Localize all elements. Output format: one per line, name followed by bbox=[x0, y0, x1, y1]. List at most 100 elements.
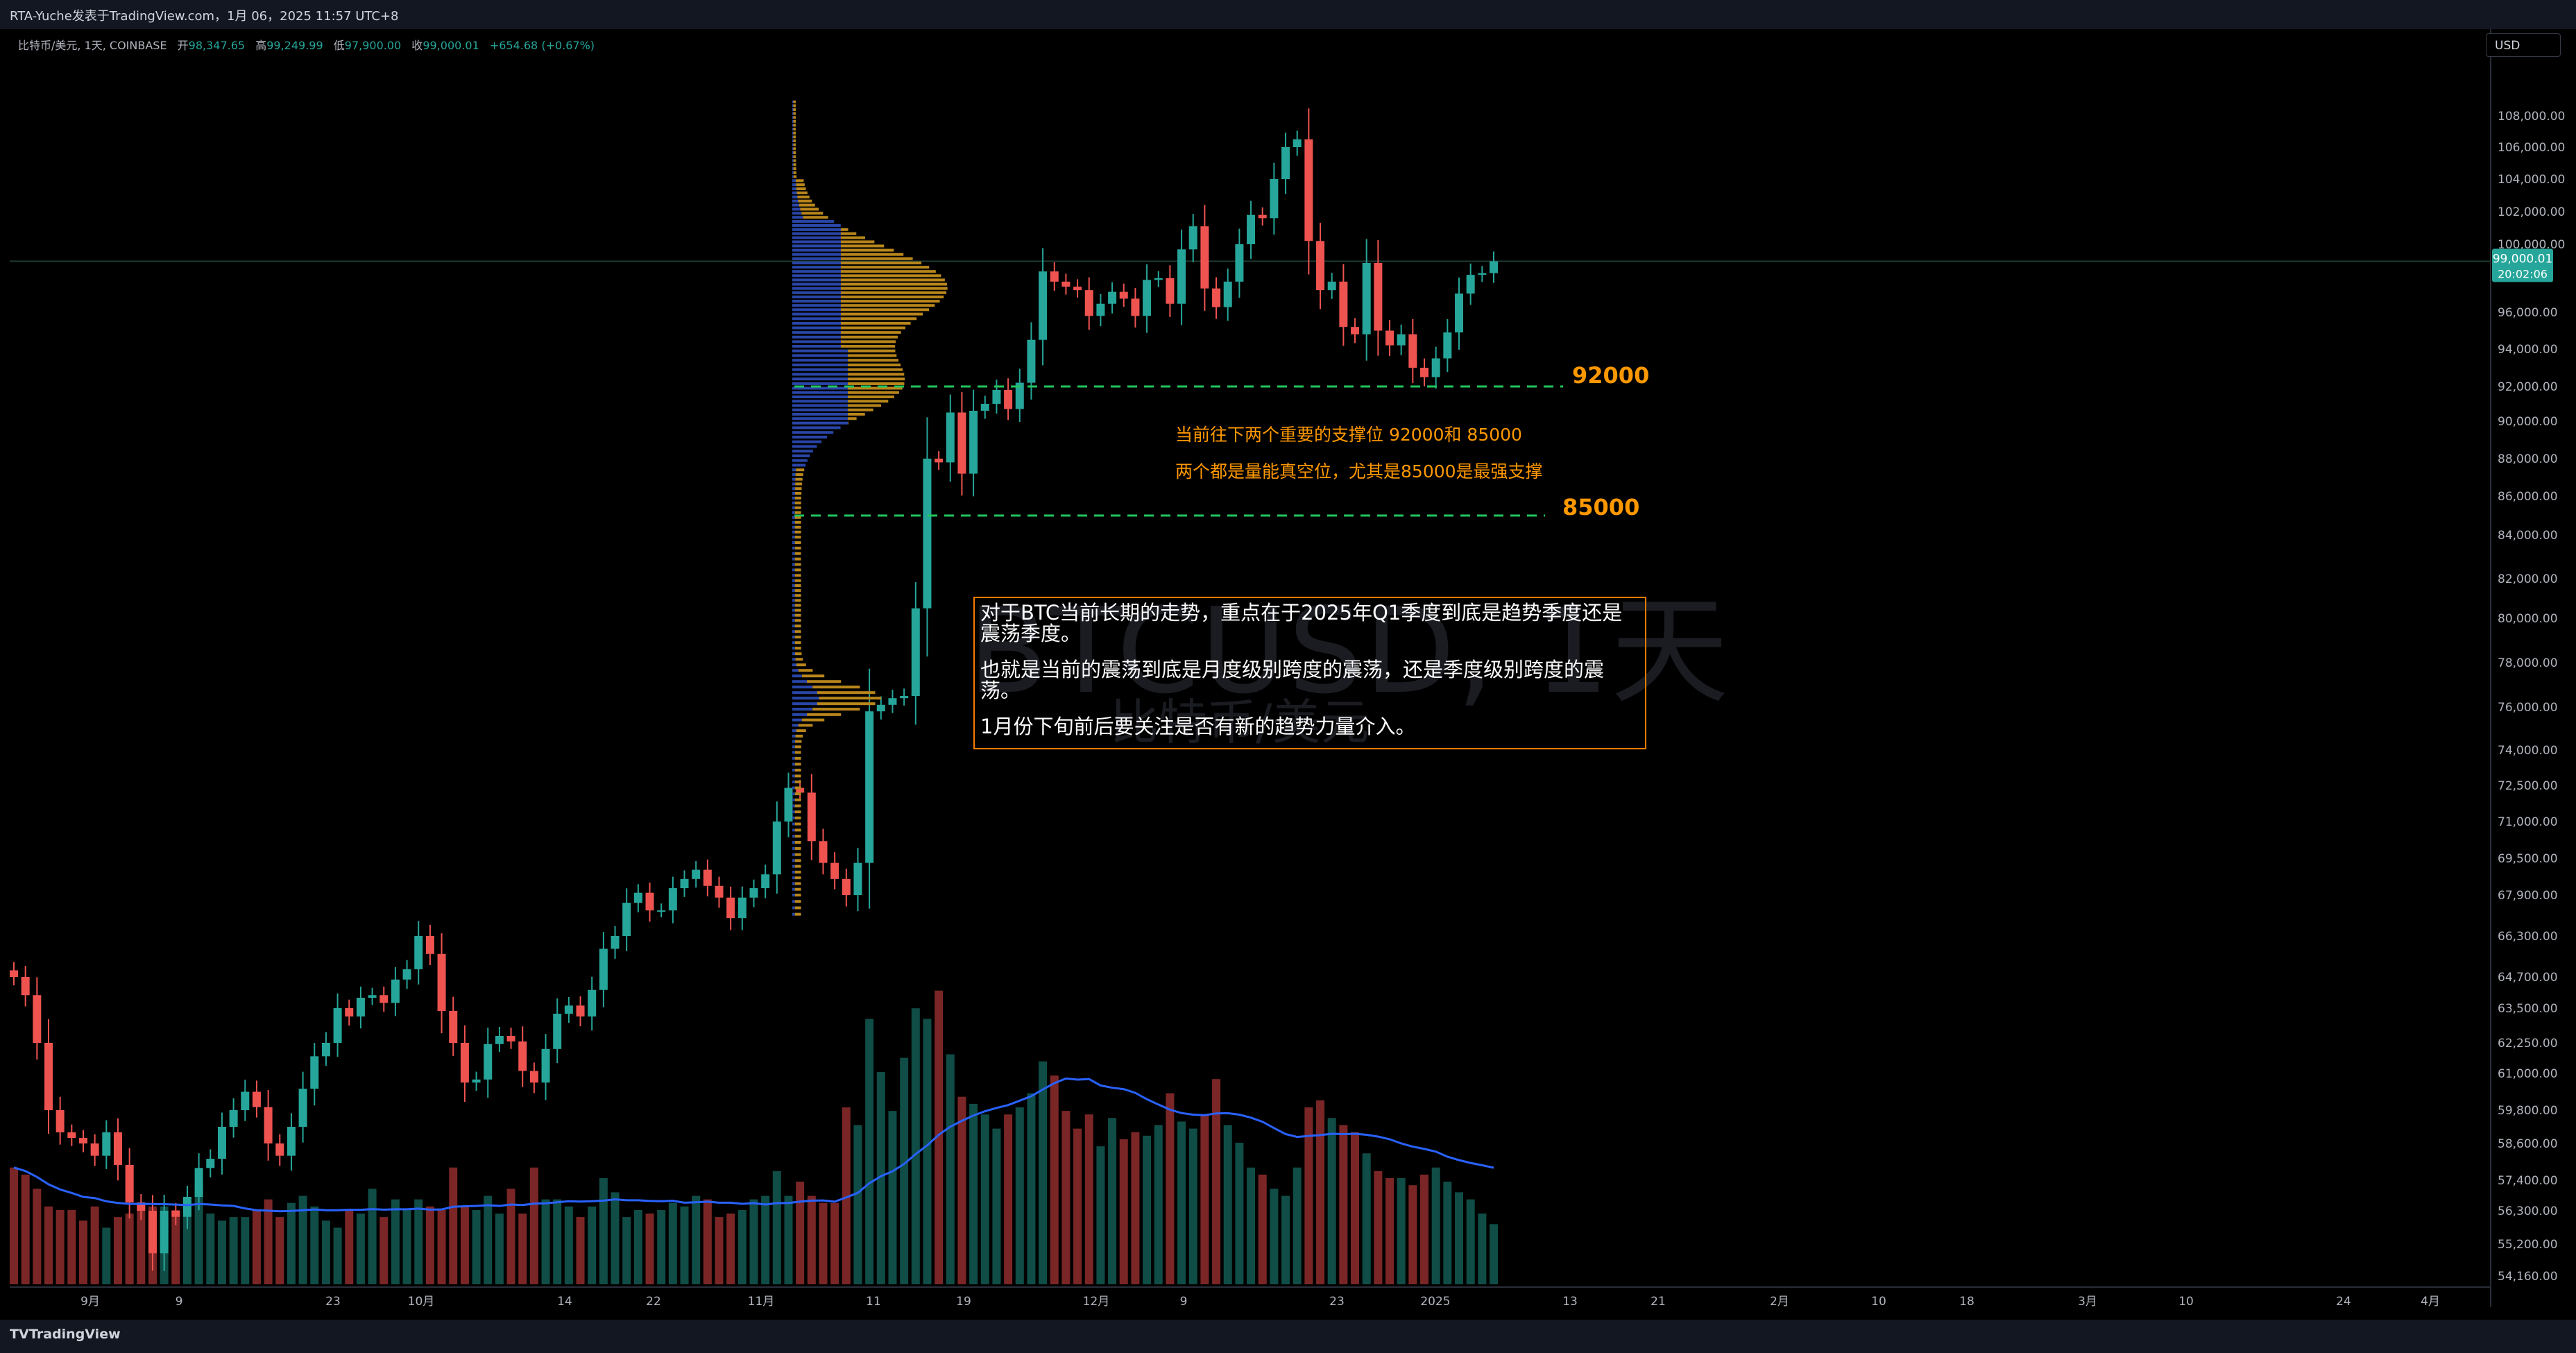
volume-bar bbox=[784, 1195, 793, 1284]
candle-body bbox=[807, 792, 816, 842]
legend-high-label: 高 bbox=[255, 39, 267, 52]
profile-bin bbox=[792, 804, 795, 808]
price-tick-label: 82,000.00 bbox=[2498, 572, 2558, 586]
candle-body bbox=[969, 411, 978, 474]
volume-bar bbox=[275, 1217, 284, 1284]
profile-bin bbox=[792, 112, 794, 115]
candle-body bbox=[495, 1036, 504, 1044]
volume-bar bbox=[842, 1107, 851, 1284]
candle-body bbox=[356, 998, 365, 1016]
profile-bin bbox=[841, 240, 875, 244]
candle-body bbox=[345, 1008, 354, 1016]
profile-bin bbox=[794, 894, 801, 896]
volume-bar bbox=[553, 1199, 562, 1284]
volume-bar bbox=[1281, 1195, 1290, 1284]
profile-bin bbox=[792, 669, 799, 672]
candle-body bbox=[668, 888, 677, 911]
time-tick-label: 12月 bbox=[1083, 1295, 1110, 1309]
ohlc-legend: 比特币/美元, 1天, COINBASE 开98,347.65 高99,249.… bbox=[18, 36, 595, 53]
profile-bin bbox=[794, 822, 801, 826]
volume-bar bbox=[56, 1209, 65, 1284]
candle-body bbox=[1397, 334, 1406, 346]
profile-bin bbox=[792, 828, 795, 832]
volume-bar bbox=[1119, 1139, 1128, 1284]
profile-bin bbox=[793, 143, 796, 146]
analysis-para-3: 1月份下旬前后要关注是否有新的趋势力量介入。 bbox=[980, 715, 1416, 738]
profile-bin bbox=[792, 624, 795, 628]
price-tick-label: 63,500.00 bbox=[2498, 1002, 2558, 1016]
profile-bin bbox=[794, 853, 801, 856]
profile-bin bbox=[794, 828, 801, 832]
profile-bin bbox=[792, 382, 848, 385]
candle-body bbox=[1119, 291, 1128, 299]
candle-body bbox=[1166, 278, 1175, 304]
profile-bin bbox=[796, 729, 806, 733]
profile-bin bbox=[793, 116, 796, 119]
profile-bin bbox=[792, 159, 794, 162]
profile-bin bbox=[794, 579, 801, 582]
volume-bar bbox=[321, 1220, 330, 1284]
price-tick-label: 59,800.00 bbox=[2498, 1104, 2558, 1118]
profile-bin bbox=[792, 183, 796, 187]
profile-bin bbox=[841, 331, 901, 334]
candle-body bbox=[784, 788, 793, 822]
candle-body bbox=[657, 910, 666, 912]
candle-body bbox=[437, 953, 446, 1011]
legend-symbol: 比特币/美元, 1天, COINBASE bbox=[18, 39, 167, 52]
candle-body bbox=[460, 1043, 469, 1083]
candle-body bbox=[113, 1132, 122, 1165]
tradingview-logo[interactable]: TVTradingView bbox=[10, 1327, 121, 1342]
profile-bin bbox=[848, 382, 905, 385]
volume-bar bbox=[44, 1206, 53, 1284]
volume-bars bbox=[10, 990, 1498, 1284]
candle-body bbox=[1385, 330, 1394, 346]
volume-bar bbox=[345, 1209, 354, 1284]
profile-bin bbox=[792, 530, 795, 534]
price-tick-label: 67,900.00 bbox=[2498, 889, 2558, 903]
price-tick-label: 86,000.00 bbox=[2498, 490, 2558, 504]
profile-bin bbox=[803, 216, 828, 219]
price-tick-label: 74,000.00 bbox=[2498, 744, 2558, 758]
candle-body bbox=[171, 1211, 180, 1217]
price-tick-label: 66,300.00 bbox=[2498, 930, 2558, 944]
profile-bin bbox=[792, 216, 803, 219]
price-tick-label: 64,700.00 bbox=[2498, 971, 2558, 985]
profile-bin bbox=[794, 647, 801, 650]
profile-bin bbox=[794, 882, 801, 885]
profile-bin bbox=[792, 506, 795, 509]
profile-bin bbox=[792, 882, 795, 885]
profile-bin bbox=[848, 408, 873, 411]
profile-bin bbox=[792, 792, 795, 796]
candle-body bbox=[888, 698, 897, 705]
profile-bin bbox=[793, 128, 796, 131]
currency-selector[interactable]: USD bbox=[2486, 33, 2561, 57]
profile-bin bbox=[793, 112, 796, 115]
candle-body bbox=[1455, 293, 1464, 333]
profile-bin bbox=[794, 624, 801, 628]
volume-bar bbox=[1374, 1171, 1383, 1284]
volume-bar bbox=[1154, 1125, 1163, 1284]
profile-bin bbox=[794, 563, 801, 566]
profile-bin bbox=[792, 128, 794, 131]
profile-bin bbox=[792, 756, 795, 760]
profile-bin bbox=[792, 609, 795, 612]
volume-bar bbox=[645, 1214, 654, 1284]
profile-bin bbox=[792, 724, 799, 727]
time-tick-label: 11 bbox=[866, 1295, 881, 1309]
volume-bar bbox=[1408, 1185, 1417, 1284]
level-label-85000: 85000 bbox=[1562, 494, 1640, 520]
profile-bin bbox=[794, 876, 801, 880]
volume-bar bbox=[969, 1103, 978, 1284]
volume-bar bbox=[911, 1008, 920, 1284]
candle-body bbox=[182, 1197, 191, 1217]
profile-bin bbox=[794, 613, 801, 617]
volume-bar bbox=[761, 1195, 770, 1284]
profile-bin bbox=[841, 253, 904, 256]
analysis-textbox[interactable]: 对于BTC当前长期的走势，重点在于2025年Q1季度到底是趋势季度还是震荡季度。… bbox=[973, 597, 1646, 749]
candle-body bbox=[1270, 179, 1279, 219]
profile-bin bbox=[794, 786, 801, 790]
volume-bar bbox=[1443, 1182, 1452, 1284]
candle-body bbox=[633, 892, 642, 903]
candle-body bbox=[160, 1211, 169, 1254]
